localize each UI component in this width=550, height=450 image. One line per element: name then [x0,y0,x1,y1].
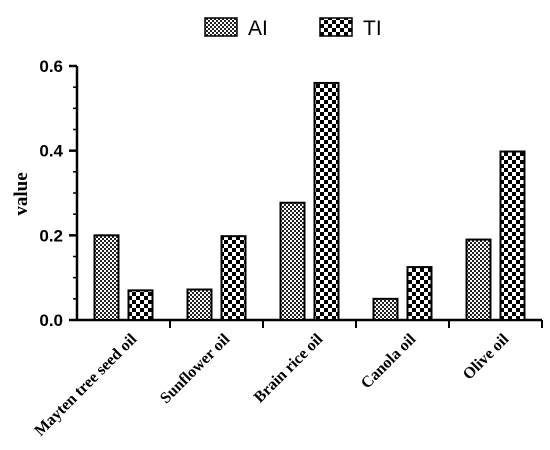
category-label: Brain rice oil [251,330,327,406]
category-label: Mayten tree seed oil [31,330,140,439]
legend: AI TI [204,17,382,40]
bar-ti [127,289,154,322]
bar-ai [279,201,306,321]
y-tick-label: 0.6 [39,57,63,76]
bar-ti [406,266,433,322]
bar-ai [186,288,213,321]
bar-ai [372,297,399,322]
category-label: Olive oil [460,330,513,383]
legend-label-ti: TI [363,17,382,40]
bar-ai [93,234,120,321]
bar-ti [220,235,247,321]
bar-ti [313,81,340,321]
y-axis-label: value [11,172,32,215]
legend-swatch-ai [204,17,238,37]
y-tick-label: 0.0 [39,311,63,330]
y-tick-label: 0.2 [39,226,63,245]
category-label: Canola oil [358,330,420,392]
category-label: Sunflower oil [157,330,234,407]
legend-swatch-ti [319,17,353,37]
category-labels: Mayten tree seed oil Sunflower oil Brain r… [31,330,512,439]
bars [93,81,526,322]
bar-ai [465,238,492,321]
y-tick-label: 0.4 [39,142,63,161]
legend-label-ai: AI [248,17,268,40]
y-ticks: 0.0 0.2 0.4 0.6 [39,57,77,330]
x-ticks [169,320,543,328]
bar-ti [499,150,526,321]
